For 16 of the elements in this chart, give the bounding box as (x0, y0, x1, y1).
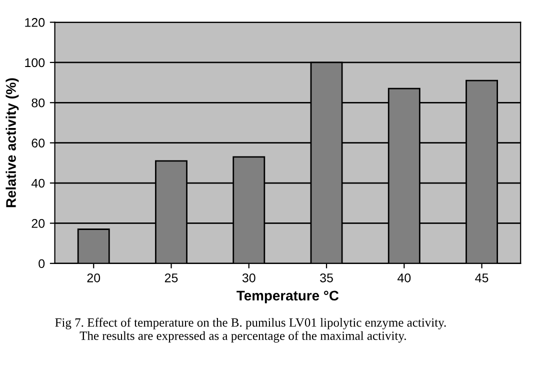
x-tick-label: 45 (475, 274, 488, 282)
x-tick-label: 20 (87, 273, 100, 282)
x-tick-label: 30 (242, 273, 256, 282)
y-axis-title: Relative activity (%) (6, 78, 19, 208)
y-tick-label: 120 (25, 18, 45, 27)
x-tick-label: 40 (397, 273, 411, 282)
y-tick-label: 100 (25, 58, 45, 68)
y-tick-label: 0 (38, 259, 45, 268)
y-tick-label: 20 (32, 219, 45, 228)
x-tick-label: 25 (164, 273, 178, 282)
y-tick-label: 80 (32, 98, 45, 108)
x-axis-title: Temperature °C (236, 290, 339, 304)
caption: Fig 7. Effect of temperature on the B. pumilus LV01 lipolytic enzyme activity. The results are expressed as a percentage of the maximal activity. (55, 318, 446, 343)
y-tick-label: 40 (31, 178, 45, 188)
x-tick-label: 35 (320, 273, 333, 282)
y-tick-label: 60 (32, 138, 45, 148)
